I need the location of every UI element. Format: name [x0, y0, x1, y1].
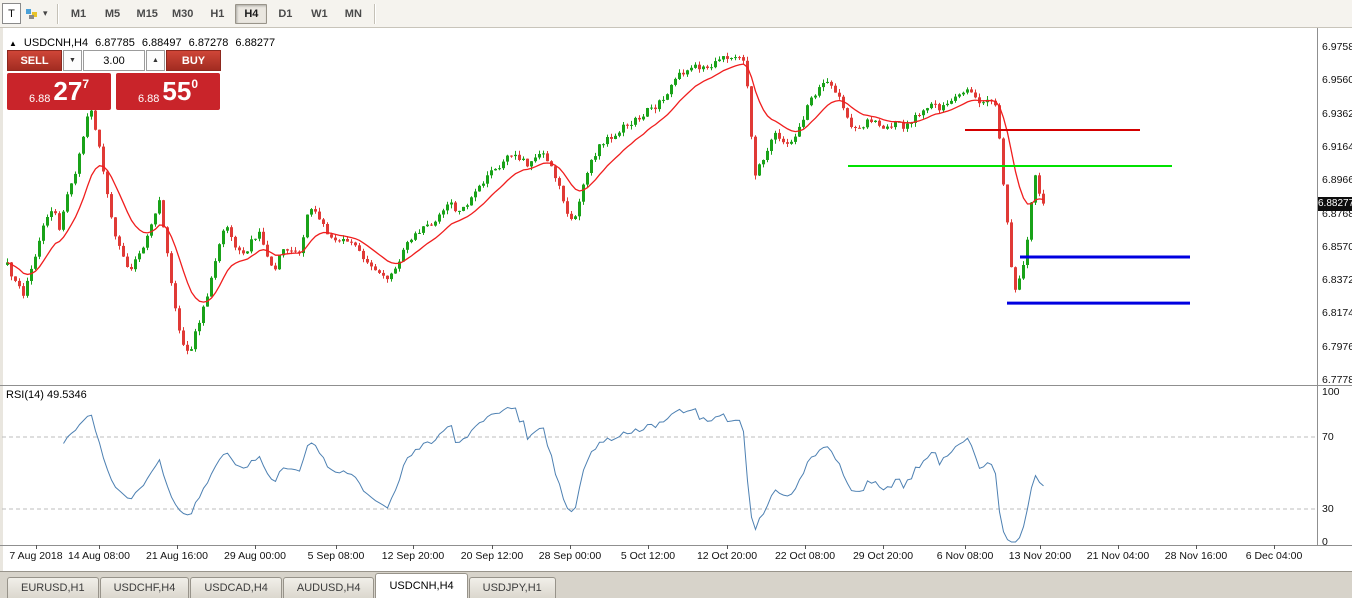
chart-tab-audusd-h4[interactable]: AUDUSD,H4: [282, 577, 375, 598]
ohlc-close: 6.88277: [235, 37, 276, 49]
date-tick-label: 6 Dec 04:00: [1245, 550, 1303, 562]
toolbar-separator: [374, 3, 376, 24]
price-tick-label: 6.79765: [1322, 340, 1352, 353]
chart-tab-usdcad-h4[interactable]: USDCAD,H4: [190, 577, 282, 598]
date-tick-label: 5 Sep 08:00: [307, 550, 365, 562]
price-tick-label: 6.87685: [1322, 207, 1352, 220]
timeframe-button-mn[interactable]: MN: [344, 7, 362, 20]
date-tick-label: 29 Oct 20:00: [852, 550, 914, 562]
timeframe-button-h1[interactable]: H1: [210, 7, 225, 20]
timeframe-button-m5[interactable]: M5: [104, 7, 121, 20]
price-tick-label: 6.77785: [1322, 374, 1352, 386]
chart-ohlc-header: ▲ USDCNH,H4 6.87785 6.88497 6.87278 6.88…: [9, 37, 275, 49]
collapse-triangle-icon[interactable]: ▲: [9, 38, 17, 48]
timeframe-button-h4[interactable]: H4: [235, 3, 268, 24]
toolbar-separator: [56, 3, 58, 24]
price-tick-label: 6.83725: [1322, 274, 1352, 287]
rsi-tick-label: 70: [1322, 431, 1334, 443]
sell-button[interactable]: SELL: [7, 50, 62, 71]
sell-price-prefix: 6.88: [28, 93, 51, 105]
price-tick-label: 6.85705: [1322, 240, 1352, 253]
timeframe-toolbar: M1 M5 M15 M30 H1 H4 D1 W1 MN: [63, 3, 370, 24]
volume-increase-button[interactable]: ▲: [146, 50, 165, 71]
price-tick-label: 6.93625: [1322, 107, 1352, 120]
dropdown-caret-icon: ▾: [43, 8, 48, 18]
buy-button[interactable]: BUY: [166, 50, 221, 71]
chart-tab-usdcnh-h4[interactable]: USDCNH,H4: [375, 573, 468, 598]
date-tick-label: 28 Nov 16:00: [1164, 550, 1228, 562]
date-tick-label: 12 Sep 20:00: [381, 550, 445, 562]
buy-price-main: 55: [162, 76, 192, 106]
volume-dropdown-button[interactable]: ▼: [63, 50, 82, 71]
rsi-tick-label: 0: [1322, 536, 1328, 548]
ohlc-low: 6.87278: [188, 37, 229, 49]
timeframe-button-d1[interactable]: D1: [278, 7, 293, 20]
date-tick-label: 13 Nov 20:00: [1008, 550, 1072, 562]
buy-price-quote[interactable]: 6.88 55 0: [116, 73, 220, 110]
date-tick-label: 6 Nov 08:00: [936, 550, 994, 562]
date-tick-label: 20 Sep 12:00: [460, 550, 524, 562]
price-tick-label: 6.91645: [1322, 140, 1352, 153]
date-tick-label: 12 Oct 20:00: [696, 550, 758, 562]
buy-price-sup: 0: [191, 77, 199, 91]
price-tick-label: 6.97585: [1322, 41, 1352, 53]
date-tick-label: 29 Aug 00:00: [224, 550, 286, 562]
chart-canvas[interactable]: [0, 28, 1352, 571]
buy-price-prefix: 6.88: [137, 93, 160, 105]
date-tick-label: 14 Aug 08:00: [68, 550, 130, 562]
ohlc-high: 6.88497: [141, 37, 182, 49]
one-click-trading-panel: SELL ▼ ▲ BUY 6.88 27 7 6.88 55 0: [7, 50, 221, 110]
chart-tab-usdchf-h4[interactable]: USDCHF,H4: [99, 577, 190, 598]
date-tick-label: 22 Oct 08:00: [774, 550, 836, 562]
timeframe-button-m15[interactable]: M15: [136, 7, 158, 20]
rsi-tick-label: 30: [1322, 503, 1334, 515]
rsi-indicator-label: RSI(14) 49.5346: [6, 389, 87, 401]
top-toolbar: T ▾ M1 M5 M15 M30 H1 H4 D1 W1 MN: [0, 0, 1352, 28]
date-tick-label: 28 Sep 00:00: [538, 550, 602, 562]
chart-style-icon: [26, 9, 37, 19]
date-tick-label: 21 Aug 16:00: [146, 550, 208, 562]
current-price-badge: 6.88277: [1318, 196, 1352, 211]
chart-tab-eurusd-h1[interactable]: EURUSD,H1: [7, 577, 99, 598]
sell-price-quote[interactable]: 6.88 27 7: [7, 73, 111, 110]
timeframe-button-m1[interactable]: M1: [70, 7, 87, 20]
date-tick-label: 7 Aug 2018: [9, 550, 63, 562]
chart-symbol-label: USDCNH,H4: [23, 37, 89, 49]
price-tick-label: 6.81745: [1322, 307, 1352, 320]
date-tick-label: 5 Oct 12:00: [620, 550, 676, 562]
chart-tab-bar: EURUSD,H1 USDCHF,H4 USDCAD,H4 AUDUSD,H4 USDC…: [0, 571, 1352, 598]
chart-style-button[interactable]: ▾: [21, 3, 52, 24]
toolbar-button-t[interactable]: T: [2, 3, 21, 24]
timeframe-button-w1[interactable]: W1: [311, 7, 328, 20]
price-tick-label: 6.89665: [1322, 174, 1352, 187]
price-tick-label: 6.95605: [1322, 74, 1352, 87]
chart-window: ▲ USDCNH,H4 6.87785 6.88497 6.87278 6.88…: [0, 28, 1352, 571]
volume-input[interactable]: [83, 50, 145, 71]
sell-price-sup: 7: [82, 77, 90, 91]
rsi-tick-label: 100: [1322, 386, 1340, 398]
date-tick-label: 21 Nov 04:00: [1086, 550, 1150, 562]
chart-tab-usdjpy-h1[interactable]: USDJPY,H1: [468, 577, 556, 598]
ohlc-open: 6.87785: [95, 37, 135, 49]
sell-price-main: 27: [53, 76, 83, 106]
timeframe-button-m30[interactable]: M30: [171, 7, 194, 20]
